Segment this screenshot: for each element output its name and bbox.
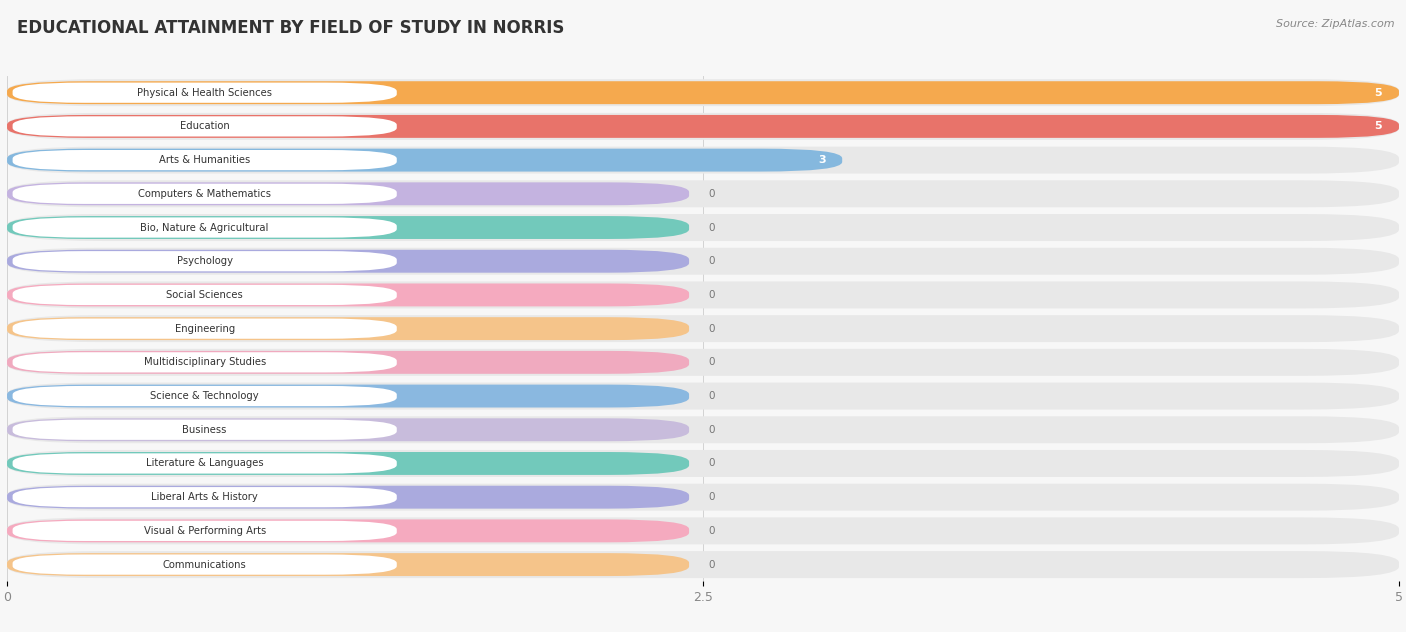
- FancyBboxPatch shape: [7, 79, 1399, 106]
- Text: Source: ZipAtlas.com: Source: ZipAtlas.com: [1277, 19, 1395, 29]
- FancyBboxPatch shape: [13, 554, 396, 574]
- FancyBboxPatch shape: [7, 284, 689, 307]
- FancyBboxPatch shape: [7, 82, 1399, 104]
- FancyBboxPatch shape: [7, 452, 689, 475]
- Text: Arts & Humanities: Arts & Humanities: [159, 155, 250, 165]
- FancyBboxPatch shape: [13, 251, 396, 271]
- FancyBboxPatch shape: [7, 315, 1399, 342]
- FancyBboxPatch shape: [7, 418, 689, 441]
- FancyBboxPatch shape: [7, 317, 689, 340]
- FancyBboxPatch shape: [13, 386, 396, 406]
- FancyBboxPatch shape: [13, 420, 396, 440]
- FancyBboxPatch shape: [13, 217, 396, 238]
- Text: 0: 0: [709, 222, 716, 233]
- FancyBboxPatch shape: [13, 150, 396, 170]
- FancyBboxPatch shape: [7, 281, 1399, 308]
- FancyBboxPatch shape: [7, 518, 1399, 544]
- Text: Physical & Health Sciences: Physical & Health Sciences: [138, 88, 273, 98]
- FancyBboxPatch shape: [7, 183, 689, 205]
- FancyBboxPatch shape: [13, 487, 396, 507]
- Text: 0: 0: [709, 324, 716, 334]
- Text: 0: 0: [709, 290, 716, 300]
- FancyBboxPatch shape: [7, 248, 1399, 275]
- Text: 0: 0: [709, 189, 716, 199]
- FancyBboxPatch shape: [7, 450, 1399, 477]
- Text: 5: 5: [1375, 88, 1382, 98]
- FancyBboxPatch shape: [13, 319, 396, 339]
- FancyBboxPatch shape: [7, 551, 1399, 578]
- Text: 0: 0: [709, 458, 716, 468]
- Text: Liberal Arts & History: Liberal Arts & History: [152, 492, 259, 502]
- FancyBboxPatch shape: [7, 149, 842, 171]
- FancyBboxPatch shape: [7, 180, 1399, 207]
- FancyBboxPatch shape: [7, 147, 1399, 174]
- FancyBboxPatch shape: [7, 349, 1399, 376]
- FancyBboxPatch shape: [13, 285, 396, 305]
- FancyBboxPatch shape: [7, 483, 1399, 511]
- Text: 0: 0: [709, 256, 716, 266]
- FancyBboxPatch shape: [7, 385, 689, 408]
- Text: Business: Business: [183, 425, 226, 435]
- Text: Psychology: Psychology: [177, 256, 232, 266]
- FancyBboxPatch shape: [13, 352, 396, 372]
- FancyBboxPatch shape: [7, 216, 689, 239]
- Text: Multidisciplinary Studies: Multidisciplinary Studies: [143, 357, 266, 367]
- FancyBboxPatch shape: [7, 250, 689, 272]
- Text: Literature & Languages: Literature & Languages: [146, 458, 263, 468]
- FancyBboxPatch shape: [13, 184, 396, 204]
- FancyBboxPatch shape: [7, 486, 689, 509]
- Text: Bio, Nature & Agricultural: Bio, Nature & Agricultural: [141, 222, 269, 233]
- FancyBboxPatch shape: [7, 115, 1399, 138]
- Text: Visual & Performing Arts: Visual & Performing Arts: [143, 526, 266, 536]
- Text: Education: Education: [180, 121, 229, 131]
- FancyBboxPatch shape: [7, 382, 1399, 410]
- Text: 0: 0: [709, 391, 716, 401]
- FancyBboxPatch shape: [13, 83, 396, 103]
- FancyBboxPatch shape: [7, 113, 1399, 140]
- FancyBboxPatch shape: [7, 553, 689, 576]
- Text: EDUCATIONAL ATTAINMENT BY FIELD OF STUDY IN NORRIS: EDUCATIONAL ATTAINMENT BY FIELD OF STUDY…: [17, 19, 564, 37]
- Text: 0: 0: [709, 357, 716, 367]
- FancyBboxPatch shape: [7, 351, 689, 374]
- FancyBboxPatch shape: [7, 214, 1399, 241]
- FancyBboxPatch shape: [13, 521, 396, 541]
- Text: Science & Technology: Science & Technology: [150, 391, 259, 401]
- Text: 0: 0: [709, 425, 716, 435]
- FancyBboxPatch shape: [7, 520, 689, 542]
- Text: 5: 5: [1375, 121, 1382, 131]
- FancyBboxPatch shape: [7, 416, 1399, 443]
- Text: Communications: Communications: [163, 559, 246, 569]
- FancyBboxPatch shape: [13, 116, 396, 137]
- Text: Social Sciences: Social Sciences: [166, 290, 243, 300]
- Text: 3: 3: [818, 155, 825, 165]
- Text: Computers & Mathematics: Computers & Mathematics: [138, 189, 271, 199]
- Text: 0: 0: [709, 492, 716, 502]
- Text: Engineering: Engineering: [174, 324, 235, 334]
- Text: 0: 0: [709, 559, 716, 569]
- Text: 0: 0: [709, 526, 716, 536]
- FancyBboxPatch shape: [13, 453, 396, 473]
